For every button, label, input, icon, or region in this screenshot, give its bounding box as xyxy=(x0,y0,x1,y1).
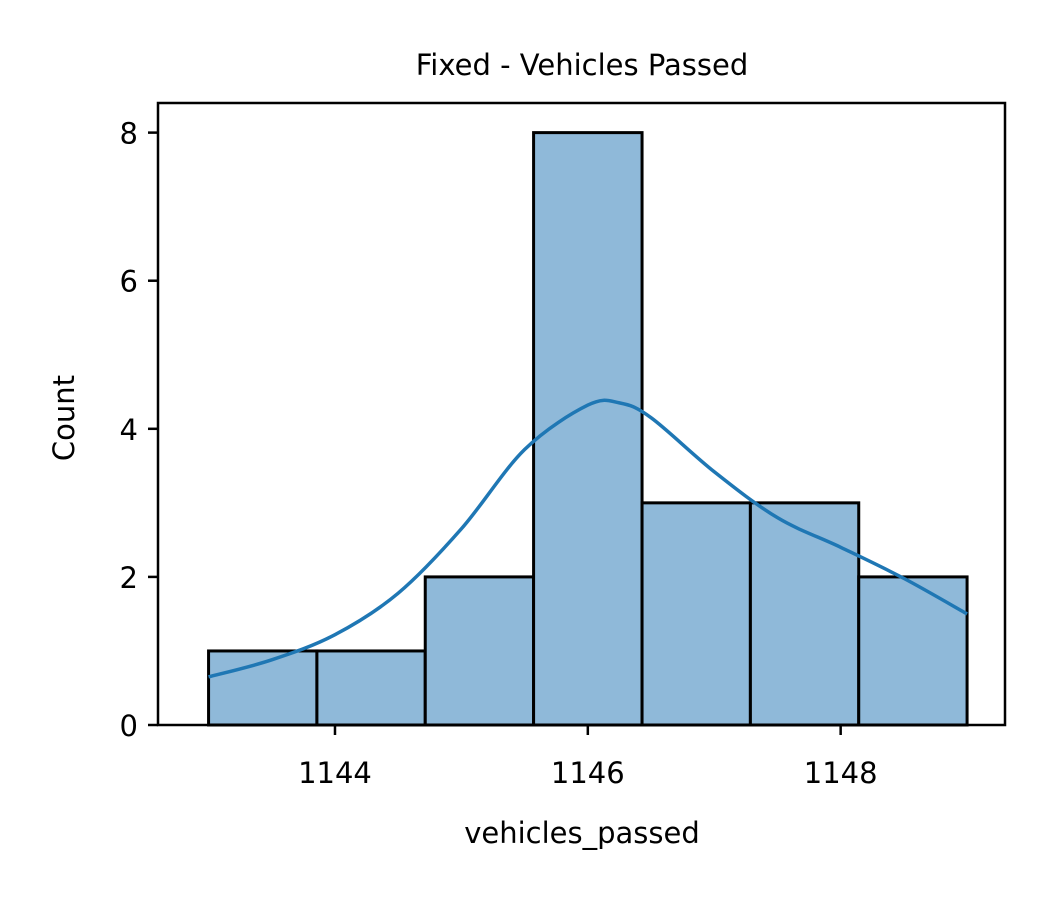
y-tick-label: 8 xyxy=(120,117,138,151)
histogram-bar-3 xyxy=(423,575,536,727)
histogram-bar-5 xyxy=(640,501,752,727)
histogram-bar-6 xyxy=(748,501,861,727)
chart-title: Fixed - Vehicles Passed xyxy=(416,48,749,82)
x-axis-label: vehicles_passed xyxy=(464,816,700,850)
x-tick-label: 1148 xyxy=(804,756,878,790)
histogram-bar-7 xyxy=(857,575,969,727)
y-tick-label: 0 xyxy=(120,709,138,743)
x-tick-label: 1144 xyxy=(298,756,372,790)
x-axis-ticks: 1144 1146 1148 xyxy=(298,725,878,790)
plot-frame xyxy=(156,101,1007,727)
y-axis-label: Count xyxy=(47,375,81,461)
bars-group xyxy=(207,131,969,727)
x-tick-label: 1146 xyxy=(551,756,625,790)
y-tick-label: 4 xyxy=(120,413,138,447)
histogram-bar-2 xyxy=(315,649,427,727)
y-tick-label: 2 xyxy=(120,561,138,595)
kde-curve xyxy=(208,398,968,679)
y-tick-label: 6 xyxy=(120,265,138,299)
y-axis-ticks: 0 2 4 6 8 xyxy=(120,117,158,743)
